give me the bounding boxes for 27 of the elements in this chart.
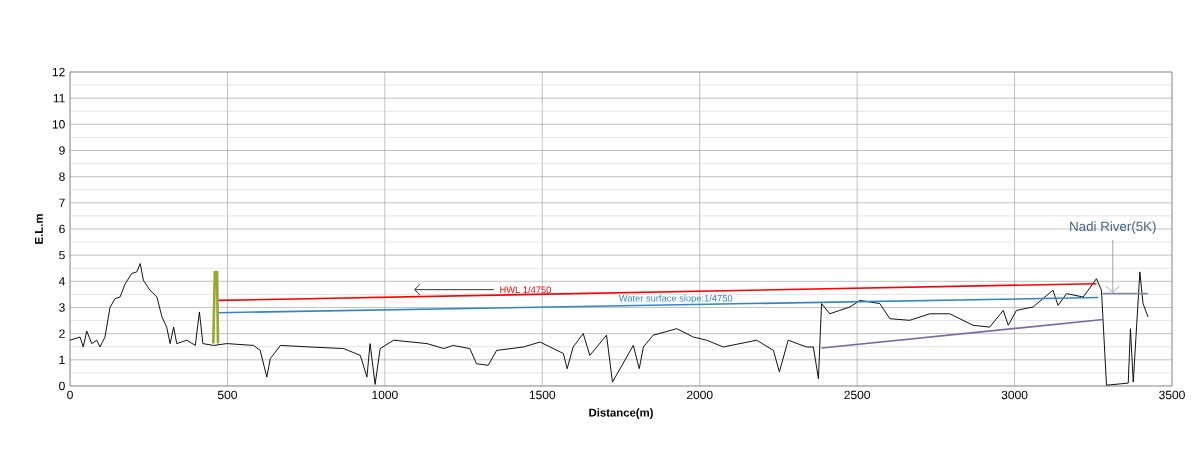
y-tick-label: 10 <box>52 120 65 129</box>
y-axis-title: E.L.m <box>35 214 43 244</box>
y-tick-label: 8 <box>59 172 65 181</box>
x-tick-label: 1500 <box>529 390 556 400</box>
y-tick-label: 12 <box>52 67 65 77</box>
y-tick-label: 6 <box>59 224 65 234</box>
annotation: Nadi River(5K) <box>1070 221 1156 234</box>
x-tick-label: 2000 <box>686 390 713 400</box>
y-tick-label: 5 <box>59 250 65 260</box>
y-tick-label: 0 <box>59 381 65 391</box>
series-label: Water surface slope:1/4750 <box>618 294 733 304</box>
series-label: HWL 1/4750 <box>500 286 552 294</box>
x-tick-label: 0 <box>67 390 73 400</box>
x-tick-label: 3000 <box>1001 390 1028 400</box>
x-tick-label: 1000 <box>372 390 398 400</box>
line-series <box>70 263 1149 386</box>
y-tick-label: 4 <box>58 277 65 286</box>
y-tick-label: 1 <box>59 355 65 364</box>
x-tick-label: 3500 <box>1159 390 1185 400</box>
y-tick-label: 11 <box>53 94 65 103</box>
y-tick-label: 9 <box>59 146 65 155</box>
y-tick-label: 7 <box>59 198 65 207</box>
x-tick-label: 2500 <box>844 390 871 400</box>
y-tick-label: 3 <box>59 303 65 312</box>
x-axis-title: Distance(m) <box>589 408 653 419</box>
y-tick-label: 2 <box>59 329 65 338</box>
x-tick-label: 500 <box>217 390 237 400</box>
